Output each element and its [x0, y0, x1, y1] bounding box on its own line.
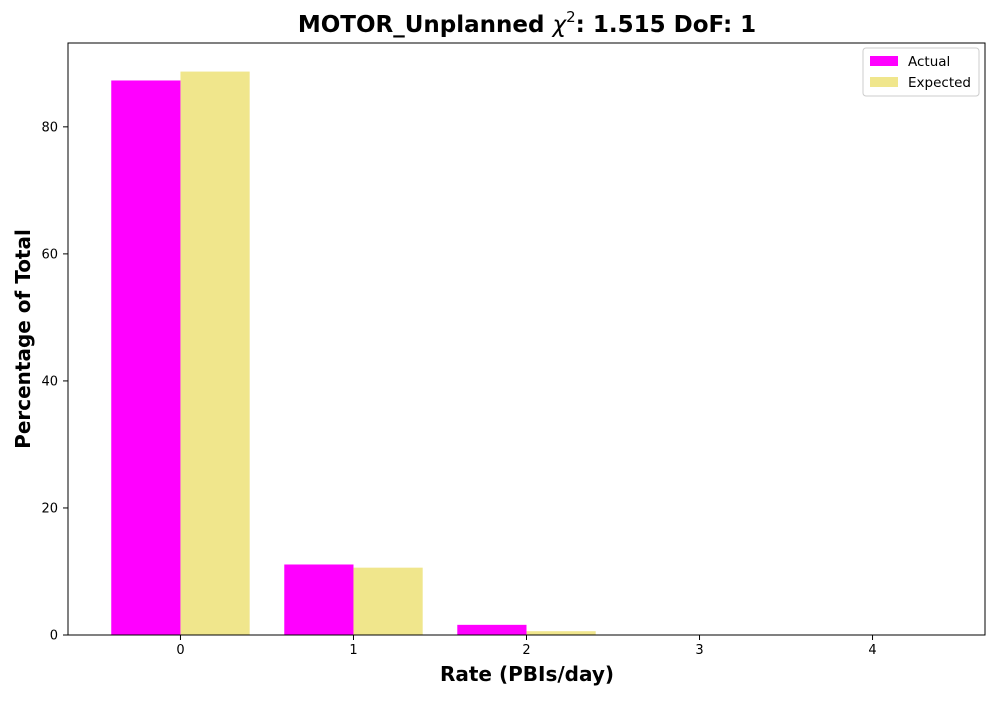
legend-label-expected: Expected: [908, 75, 971, 91]
y-axis-label: Percentage of Total: [11, 229, 35, 449]
chart-title-chi: χ: [550, 12, 567, 38]
chart-title: MOTOR_Unplanned χ2: 1.515 DoF: 1: [298, 8, 756, 38]
y-tick-label: 40: [41, 374, 58, 389]
x-axis-label: Rate (PBIs/day): [440, 662, 614, 686]
bar-expected-0: [180, 72, 249, 635]
x-tick-label: 4: [868, 643, 876, 658]
legend-swatch-actual: [870, 56, 898, 66]
x-tick-label: 3: [695, 643, 703, 658]
chart-title-suffix: : 1.515 DoF: 1: [576, 12, 757, 38]
bar-expected-1: [353, 568, 422, 635]
chart-title-chi-exponent: 2: [566, 8, 576, 26]
legend: Actual Expected: [863, 48, 979, 96]
legend-label-actual: Actual: [908, 54, 950, 70]
bar-actual-2: [457, 625, 526, 635]
bar-actual-1: [284, 564, 353, 635]
bar-actual-0: [111, 80, 180, 635]
chart-title-prefix: MOTOR_Unplanned: [298, 12, 553, 38]
y-tick-label: 80: [41, 120, 58, 135]
y-tick-label: 0: [50, 629, 58, 644]
y-tick-label: 60: [41, 247, 58, 262]
x-tick-label: 1: [349, 643, 357, 658]
y-tick-label: 20: [41, 501, 58, 516]
x-tick-label: 0: [176, 643, 184, 658]
bar-expected-2: [527, 631, 596, 635]
legend-swatch-expected: [870, 77, 898, 87]
x-tick-label: 2: [522, 643, 530, 658]
